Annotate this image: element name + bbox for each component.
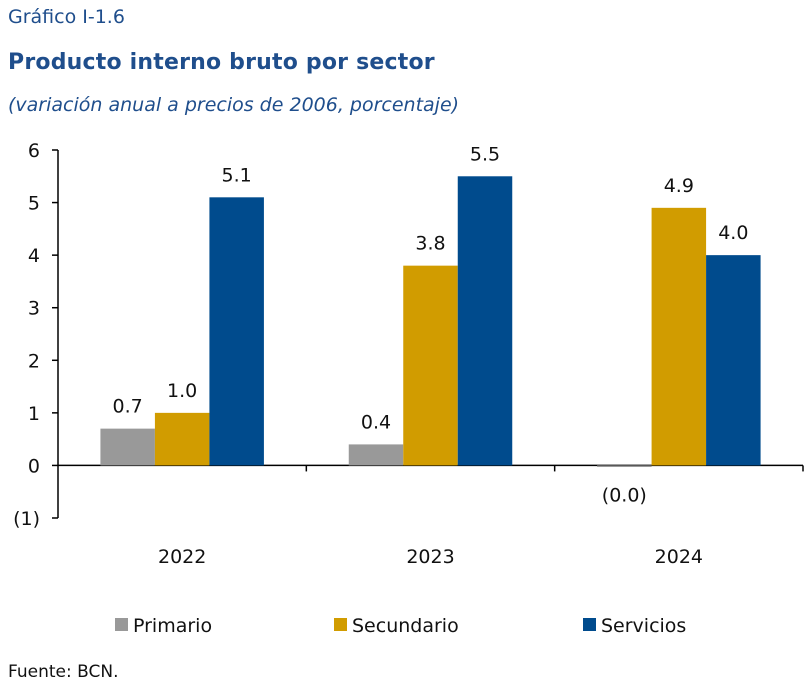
- bar-servicios-2024: [706, 255, 761, 466]
- y-axis: 6 5 4 3 2 1 0 (1): [13, 140, 59, 530]
- x-tick-label: 2024: [655, 546, 703, 568]
- x-axis: 2022 2023 2024: [58, 464, 804, 568]
- data-label: (0.0): [602, 484, 647, 506]
- y-tick-label: 4: [28, 245, 40, 267]
- chart-kicker: Gráfico I-1.6: [8, 6, 125, 28]
- y-tick-label: 2: [28, 350, 40, 372]
- legend-swatch: [334, 618, 347, 631]
- chart-subtitle: (variación anual a precios de 2006, porc…: [8, 94, 460, 116]
- y-tick-label: 6: [28, 140, 40, 162]
- x-tick-label: 2023: [406, 546, 454, 568]
- bars: [100, 176, 761, 468]
- y-tick-label: 5: [28, 193, 40, 215]
- bar-primario-2024: [597, 465, 652, 468]
- data-label: 0.7: [113, 396, 143, 418]
- bar-servicios-2022: [209, 197, 264, 466]
- y-tick-label: 0: [28, 455, 40, 477]
- data-label: 1.0: [167, 380, 197, 402]
- legend: Primario Secundario Servicios: [115, 615, 686, 637]
- bar-secundario-2024: [651, 207, 707, 466]
- legend-label: Servicios: [601, 615, 686, 637]
- data-label: 5.5: [470, 143, 500, 165]
- bar-primario-2023: [348, 444, 404, 466]
- data-label: 0.4: [361, 411, 391, 433]
- data-label: 4.0: [718, 222, 748, 244]
- chart-title: Producto interno bruto por sector: [8, 50, 435, 75]
- legend-swatch: [115, 618, 128, 631]
- legend-label: Secundario: [352, 615, 459, 637]
- bar-primario-2022: [100, 428, 155, 466]
- bar-secundario-2022: [154, 412, 210, 466]
- bar-secundario-2023: [403, 265, 458, 466]
- y-tick-label: (1): [13, 508, 40, 530]
- bar-servicios-2023: [457, 176, 513, 466]
- x-tick-label: 2022: [158, 546, 206, 568]
- data-label: 5.1: [222, 164, 252, 186]
- source-note: Fuente: BCN.: [8, 662, 119, 682]
- legend-label: Primario: [133, 615, 212, 637]
- y-tick-label: 1: [28, 403, 40, 425]
- data-label: 4.9: [664, 175, 694, 197]
- data-labels: 0.7 1.0 5.1 0.4 3.8 5.5 (0.0) 4.9 4.0: [113, 143, 749, 506]
- y-tick-label: 3: [28, 298, 40, 320]
- legend-swatch: [583, 618, 596, 631]
- data-label: 3.8: [415, 233, 445, 255]
